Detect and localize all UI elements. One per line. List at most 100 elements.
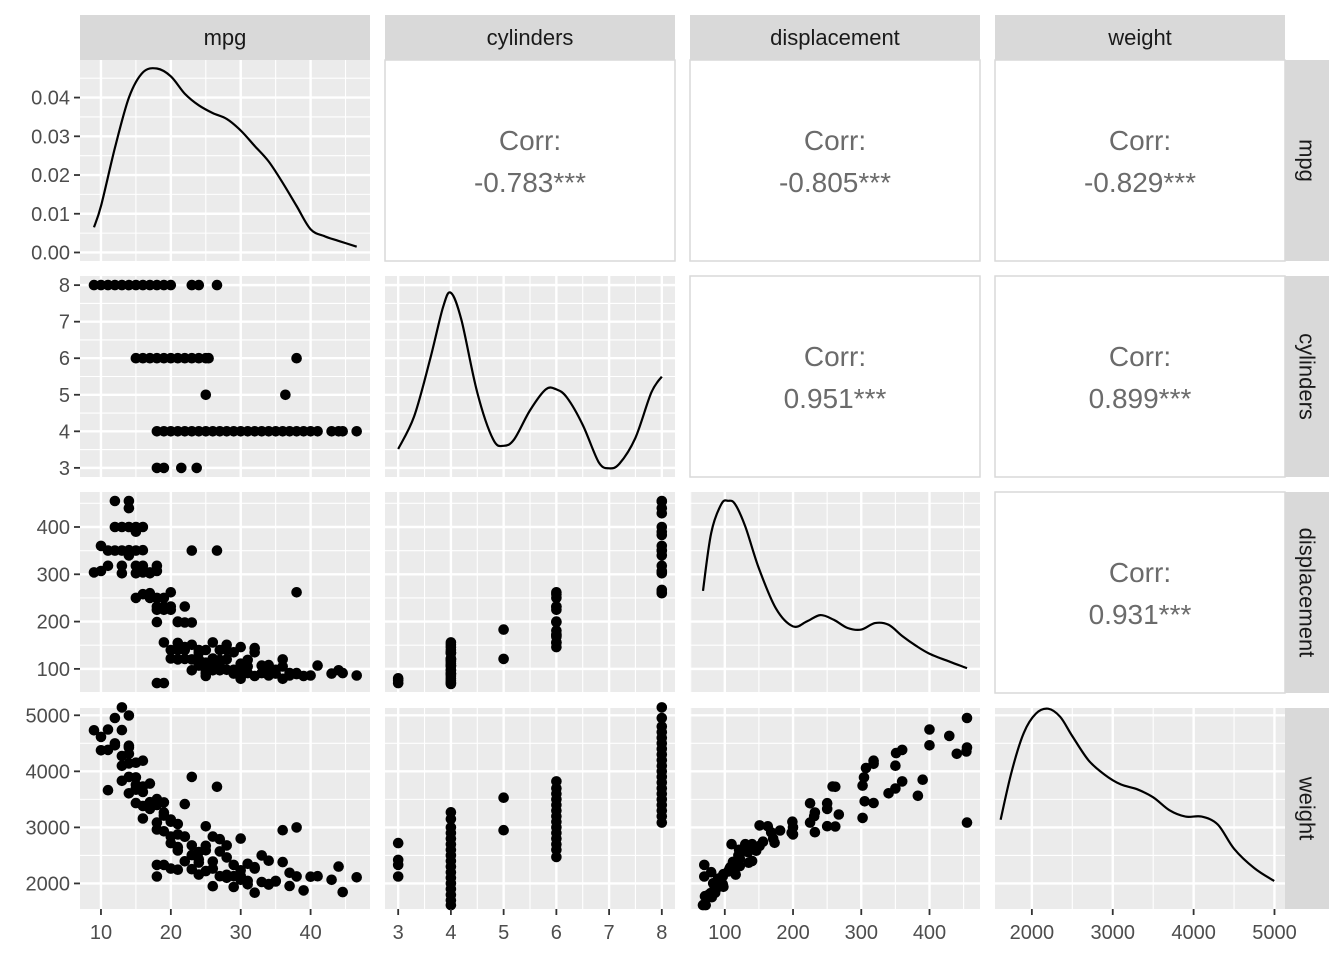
strip-top-label-cylinders: cylinders: [487, 25, 574, 50]
point: [961, 817, 973, 828]
y-axis-cylinders: 3 4 5 6 7 8: [59, 275, 80, 480]
y-tick-label: 0.00: [31, 242, 70, 264]
strip-top-displacement: displacement: [690, 15, 980, 60]
y-tick-label: 4000: [26, 761, 71, 783]
point: [656, 540, 668, 552]
point: [151, 871, 163, 882]
point: [551, 625, 562, 636]
x-tick-label: 4000: [1171, 922, 1216, 944]
y-tick-label: 3: [59, 458, 70, 480]
corr-panel-bg: [994, 275, 1286, 478]
point: [109, 712, 121, 724]
point: [337, 426, 349, 437]
panel-bg: [995, 708, 1285, 909]
point: [445, 822, 457, 833]
corr-label: Corr:: [1109, 557, 1171, 588]
x-tick-label: 2000: [1010, 922, 1055, 944]
point: [165, 279, 177, 291]
point: [102, 560, 114, 572]
x-tick-label: 400: [913, 922, 946, 944]
corr-panel-bg: [689, 275, 981, 478]
point: [498, 824, 509, 836]
panel-bg: [80, 60, 370, 261]
point: [896, 744, 908, 756]
point: [924, 724, 935, 735]
strip-top-label-mpg: mpg: [204, 25, 247, 50]
point: [95, 731, 107, 743]
point: [172, 864, 184, 875]
point: [809, 826, 821, 838]
x-axis-weight: 2000 3000 4000 5000: [1010, 909, 1297, 944]
density-line-weight: [999, 707, 1275, 882]
panel-weight-mpg: [80, 702, 370, 909]
point: [734, 860, 746, 872]
point: [280, 389, 291, 401]
point: [924, 740, 935, 751]
x-axis-displacement: 100 200 300 400: [708, 909, 946, 944]
point: [291, 871, 302, 882]
point: [961, 742, 973, 753]
point: [734, 852, 746, 864]
point: [298, 885, 309, 896]
x-tick-label: 10: [90, 922, 112, 944]
point: [809, 807, 821, 818]
x-tick-label: 100: [708, 922, 741, 944]
point: [746, 855, 758, 867]
point: [116, 702, 128, 713]
corr-panel-cylinders-weight: Corr: 0.899***: [994, 275, 1286, 478]
point: [821, 797, 833, 809]
point: [656, 560, 668, 572]
point: [186, 840, 198, 851]
point: [277, 824, 289, 836]
point: [165, 587, 177, 598]
point: [291, 822, 302, 833]
y-tick-label: 5: [59, 385, 70, 407]
strip-right-bg-weight: [1284, 708, 1329, 909]
x-tick-label: 3000: [1090, 922, 1135, 944]
point: [263, 855, 275, 866]
strip-top-bg-mpg: [80, 15, 370, 60]
point: [351, 670, 363, 681]
panel-displacement-displacement: [690, 492, 980, 694]
point: [130, 772, 142, 783]
point: [551, 616, 562, 627]
panel-weight-displacement: [690, 708, 980, 911]
y-tick-label: 6: [59, 348, 70, 370]
point: [912, 790, 924, 802]
point: [207, 863, 219, 874]
point: [944, 730, 955, 742]
x-axis-cylinders: 3 4 5 6 7 8: [393, 909, 667, 944]
point: [200, 644, 212, 656]
point: [730, 869, 741, 880]
point: [158, 637, 170, 648]
point: [774, 825, 786, 836]
point: [207, 880, 219, 892]
corr-value: -0.805***: [779, 167, 891, 198]
point: [158, 797, 170, 808]
density-line-displacement: [701, 499, 968, 670]
point: [951, 748, 963, 760]
point: [305, 670, 316, 681]
strip-right-bg-cylinders: [1284, 276, 1329, 477]
point: [804, 798, 816, 809]
point: [498, 624, 509, 635]
point: [705, 866, 717, 878]
point: [221, 852, 232, 863]
y-tick-label: 3000: [26, 817, 71, 839]
point: [656, 702, 668, 713]
point: [754, 820, 765, 831]
point: [186, 617, 198, 628]
point: [392, 837, 404, 849]
corr-label: Corr:: [499, 125, 561, 156]
strip-top-bg-displacement: [690, 15, 980, 60]
x-tick-label: 200: [776, 922, 809, 944]
point: [176, 462, 187, 474]
point: [249, 887, 260, 898]
strip-top-label-weight: weight: [1107, 25, 1172, 50]
point: [158, 677, 170, 689]
corr-label: Corr:: [804, 125, 866, 156]
point: [123, 502, 135, 514]
point: [203, 352, 214, 364]
point: [193, 279, 205, 291]
corr-value: -0.829***: [1084, 167, 1196, 198]
